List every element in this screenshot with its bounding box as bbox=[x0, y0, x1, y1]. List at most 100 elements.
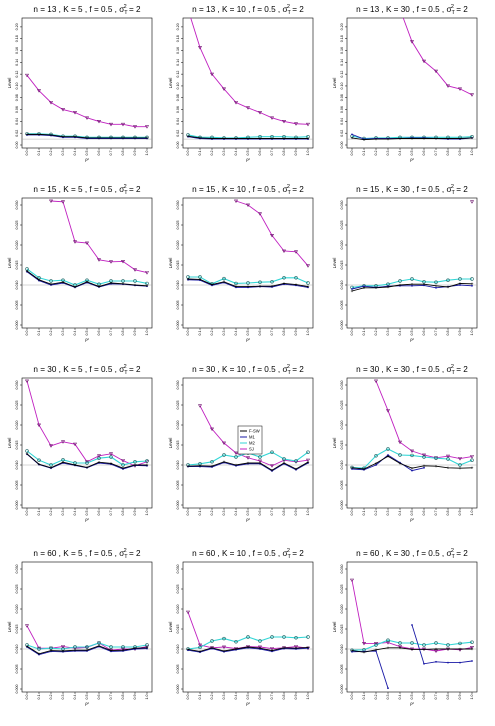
point-m2 bbox=[458, 641, 462, 646]
x-tick-label: 0.2 bbox=[374, 695, 378, 700]
x-tick-label: 1.0 bbox=[306, 331, 310, 336]
point-m1 bbox=[471, 660, 473, 662]
y-tick-label: 0.005 bbox=[176, 665, 180, 674]
point-m1 bbox=[459, 284, 461, 286]
point-m2 bbox=[121, 463, 125, 467]
point-m2 bbox=[133, 279, 137, 283]
x-tick-label: 0.4 bbox=[73, 331, 77, 336]
x-tick-label: 0.6 bbox=[97, 151, 101, 156]
point-fsw bbox=[446, 285, 450, 289]
x-tick-label: 0.9 bbox=[294, 695, 298, 700]
panel-title: n = 15 , K = 30 , f = 0.5 , σT2 = 2 bbox=[356, 184, 468, 196]
point-fsw bbox=[386, 646, 390, 649]
point-fsw bbox=[270, 649, 274, 652]
x-tick-label: 1.0 bbox=[145, 151, 149, 156]
y-tick-label: 0.030 bbox=[176, 201, 180, 210]
point-fsw bbox=[398, 462, 402, 465]
point-fsw bbox=[121, 467, 125, 470]
x-tick-label: 0.8 bbox=[121, 331, 125, 336]
point-fsw bbox=[37, 463, 41, 466]
point-m2 bbox=[109, 645, 113, 649]
point-sj bbox=[144, 125, 150, 129]
point-fsw bbox=[145, 646, 149, 649]
x-tick-label: 0.6 bbox=[258, 695, 262, 700]
panel-5: n = 15 , K = 10 , f = 0.5 , σT2 = 2 0.000… bbox=[168, 184, 314, 342]
point-m2 bbox=[422, 643, 426, 647]
y-tick-label: 0.025 bbox=[176, 401, 180, 410]
x-tick-label: 0.6 bbox=[422, 151, 426, 156]
panel-9: n = 30 , K = 30 , f = 0.5 , σT2 = 2 0.000… bbox=[332, 364, 478, 522]
point-sj bbox=[48, 444, 54, 448]
y-tick-label: 0.000 bbox=[340, 501, 344, 510]
point-sj bbox=[233, 199, 239, 203]
point-fsw bbox=[109, 462, 113, 465]
x-tick-label: 0.4 bbox=[73, 151, 77, 156]
panel-title: n = 13 , K = 10 , f = 0.5 , σT2 = 2 bbox=[192, 4, 304, 16]
plot-frame bbox=[21, 561, 153, 693]
point-fsw bbox=[121, 136, 125, 140]
y-tick-label: 0.015 bbox=[340, 441, 344, 450]
x-tick-label: 0.5 bbox=[246, 695, 250, 700]
y-tick-label: 0.015 bbox=[15, 261, 19, 270]
x-tick-label: 0.2 bbox=[49, 331, 53, 336]
point-fsw bbox=[97, 461, 101, 464]
point-m2 bbox=[270, 280, 274, 284]
point-fsw bbox=[61, 649, 65, 653]
x-tick-label: 0.8 bbox=[121, 151, 125, 156]
point-sj bbox=[197, 404, 203, 408]
series-line-sj bbox=[375, 380, 473, 460]
point-sj bbox=[257, 111, 263, 115]
y-axis-label: Level bbox=[332, 258, 337, 269]
series-line-sj bbox=[190, 18, 309, 125]
point-fsw bbox=[121, 282, 125, 285]
point-fsw bbox=[198, 650, 202, 653]
point-m2 bbox=[85, 461, 89, 465]
point-sj bbox=[72, 240, 78, 244]
point-fsw bbox=[222, 137, 226, 140]
x-tick-label: 0.2 bbox=[210, 151, 214, 156]
plot-frame bbox=[346, 197, 478, 329]
point-m2 bbox=[282, 635, 286, 639]
y-axis-label: Level bbox=[168, 622, 173, 633]
point-fsw bbox=[109, 281, 113, 285]
point-fsw bbox=[258, 285, 262, 288]
point-m2 bbox=[270, 450, 274, 454]
point-fsw bbox=[306, 461, 310, 464]
y-tick-label: 0.005 bbox=[176, 301, 180, 310]
x-tick-label: 0.2 bbox=[210, 511, 214, 516]
point-fsw bbox=[270, 285, 274, 288]
plot-frame bbox=[182, 197, 314, 329]
point-m2 bbox=[97, 456, 101, 460]
point-fsw bbox=[222, 280, 226, 283]
x-tick-label: 0.8 bbox=[446, 695, 450, 700]
point-fsw bbox=[61, 135, 65, 138]
point-fsw bbox=[386, 137, 390, 141]
point-sj bbox=[269, 234, 275, 238]
x-tick-label: 0.7 bbox=[109, 331, 113, 336]
x-axis-label: ρ² bbox=[85, 701, 89, 706]
x-tick-label: 0.7 bbox=[434, 511, 438, 516]
point-m2 bbox=[37, 458, 41, 462]
point-m2 bbox=[210, 639, 214, 643]
point-m1 bbox=[435, 660, 437, 663]
point-sj bbox=[144, 271, 150, 275]
point-fsw bbox=[73, 135, 77, 138]
x-tick-label: 0.4 bbox=[234, 695, 238, 700]
x-tick-label: 0.4 bbox=[73, 695, 77, 700]
point-m1 bbox=[423, 466, 425, 469]
x-tick-label: 0.7 bbox=[109, 695, 113, 700]
point-m1 bbox=[387, 687, 389, 690]
x-tick-label: 0.6 bbox=[422, 511, 426, 516]
x-tick-label: 0.1 bbox=[362, 695, 366, 700]
series-line-m1 bbox=[351, 624, 473, 689]
y-tick-label: 0.025 bbox=[15, 585, 19, 594]
point-sj bbox=[257, 645, 263, 649]
point-m2 bbox=[294, 636, 298, 640]
point-m2 bbox=[470, 277, 474, 281]
point-sj bbox=[60, 440, 66, 444]
x-tick-label: 0.2 bbox=[49, 511, 53, 516]
point-fsw bbox=[470, 647, 474, 651]
y-tick-label: 0.02 bbox=[176, 130, 180, 137]
y-tick-label: 0.030 bbox=[340, 565, 344, 574]
point-m2 bbox=[210, 460, 214, 464]
